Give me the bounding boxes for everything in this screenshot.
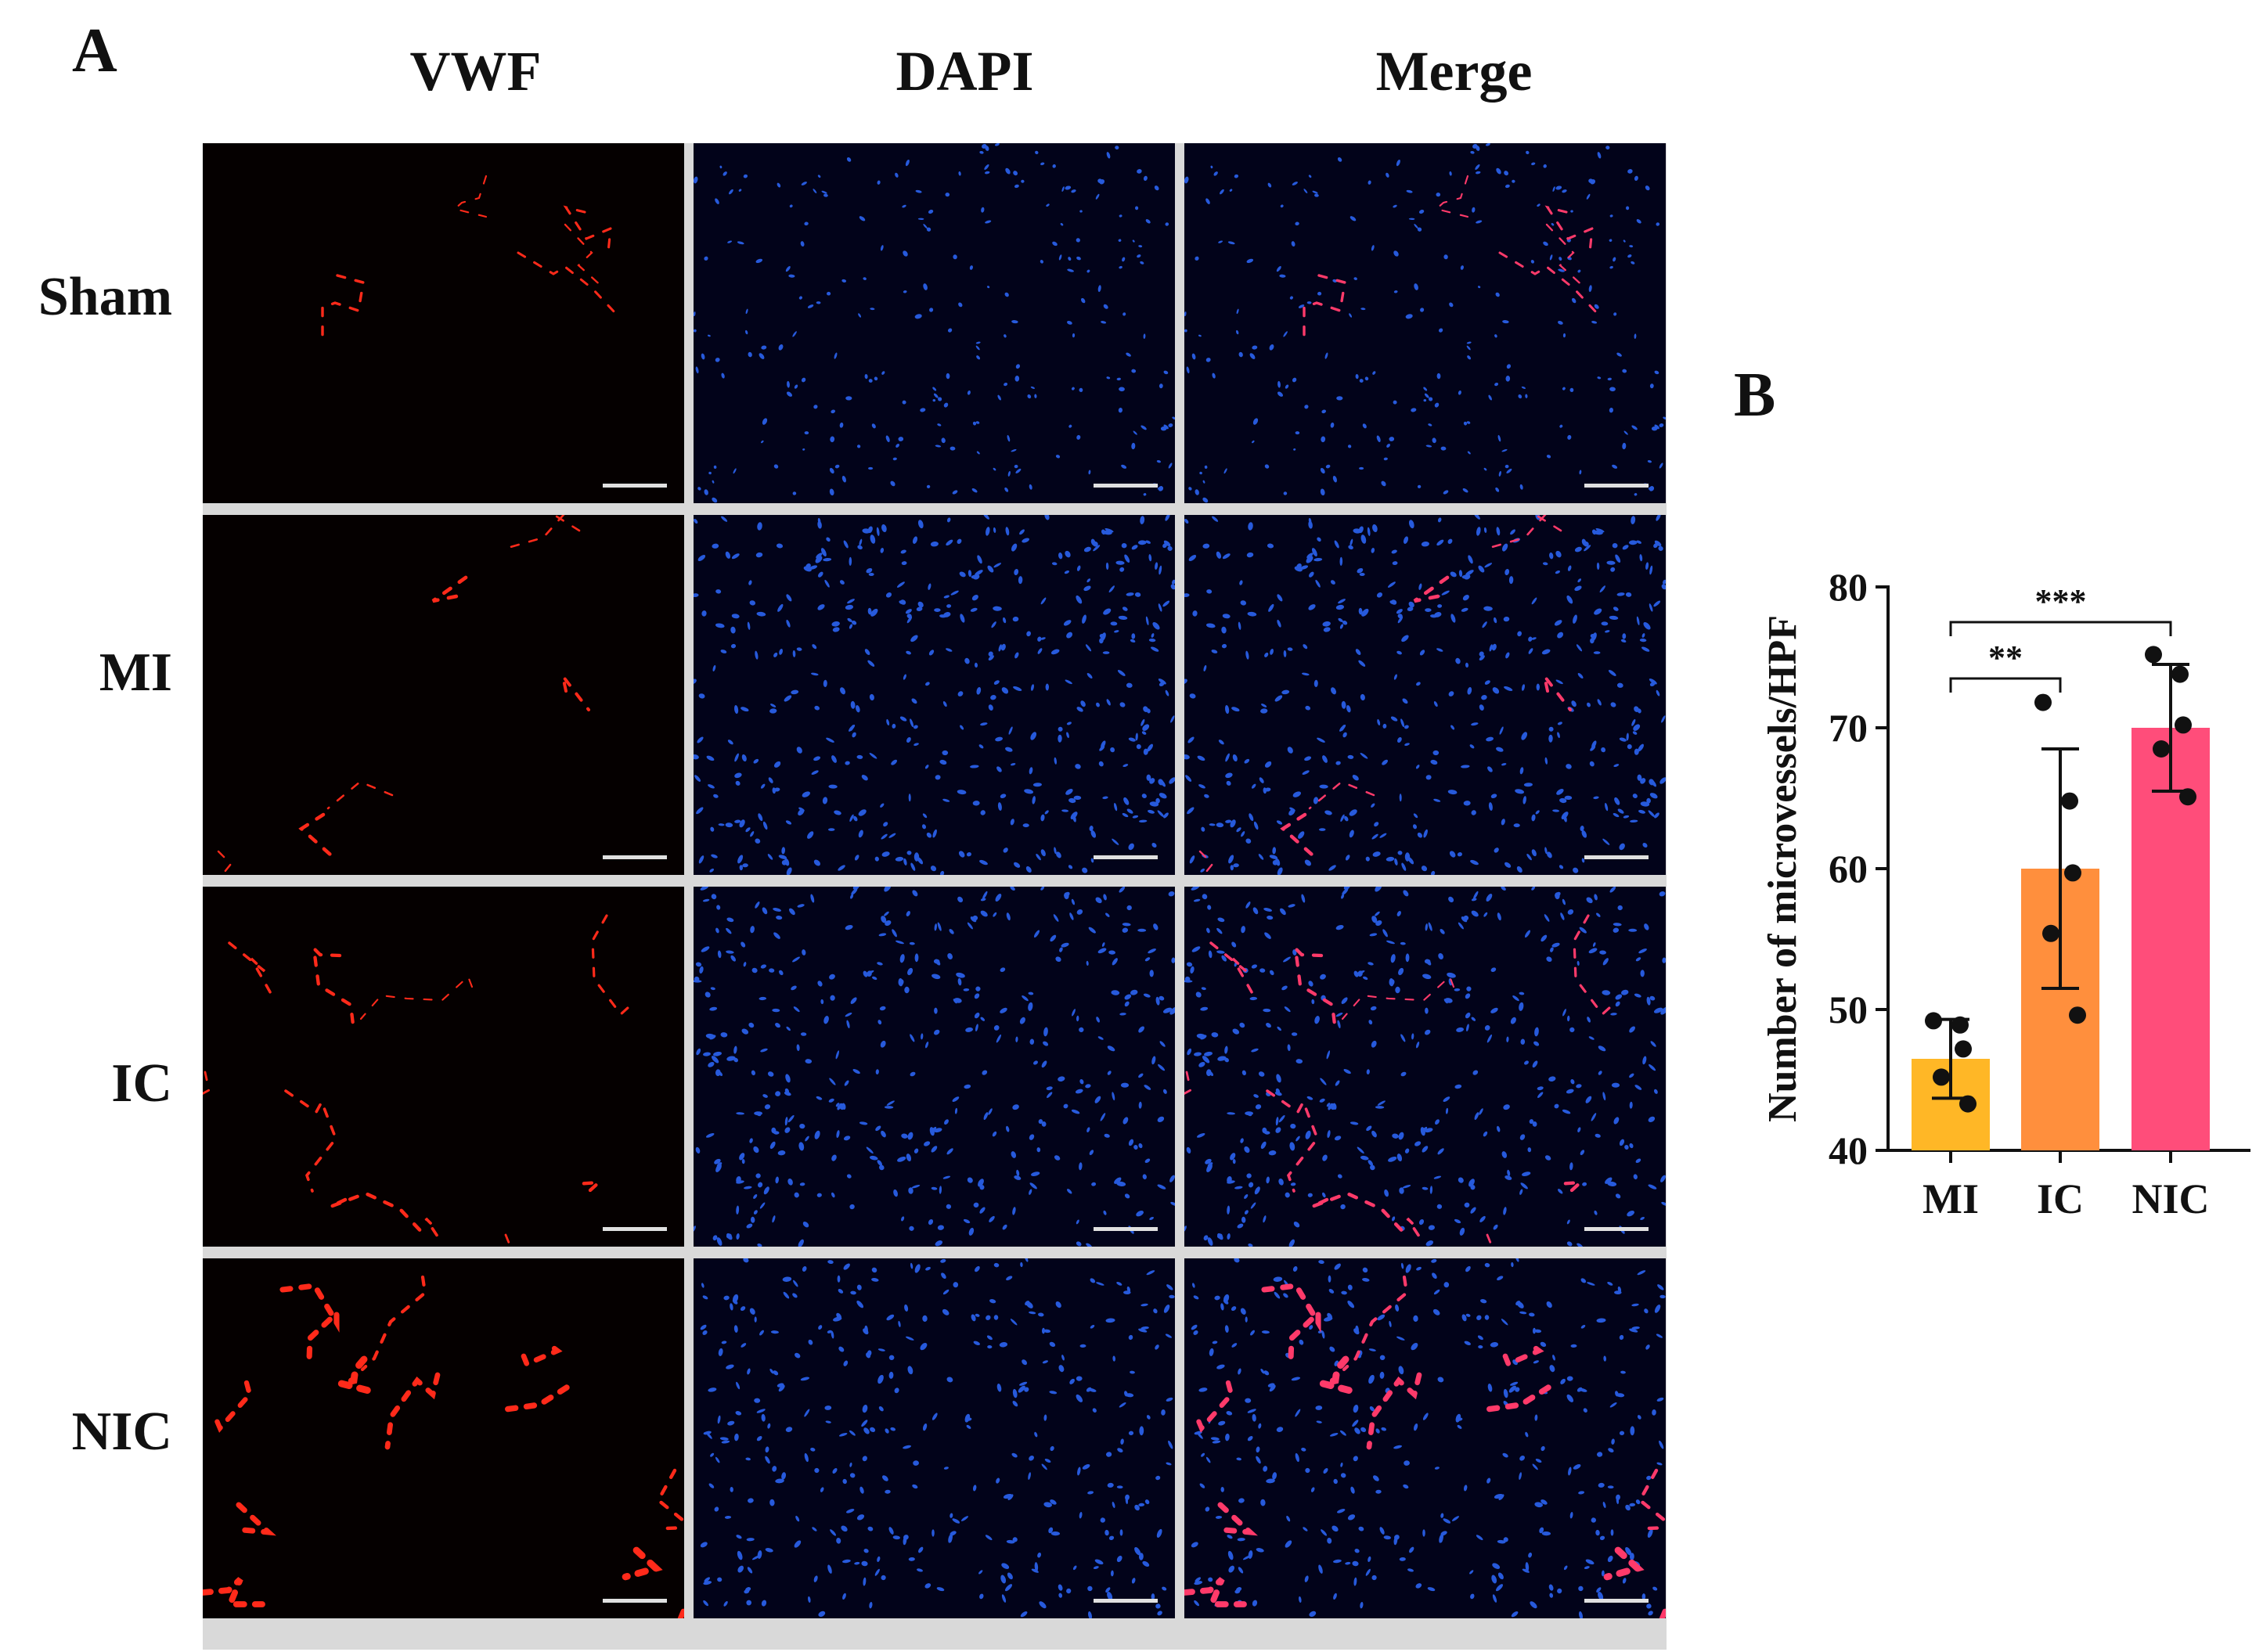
micrograph-sham-vwf — [203, 143, 684, 503]
data-point-ic — [2034, 693, 2052, 711]
row-label-mi: MI — [99, 642, 172, 703]
data-point-mi — [1933, 1068, 1950, 1086]
data-point-ic — [2042, 924, 2059, 942]
scale-bar — [1094, 1227, 1158, 1231]
significance-label-1: *** — [2035, 582, 2087, 621]
data-point-nic — [2171, 665, 2189, 683]
scale-bar — [1094, 484, 1158, 488]
micrograph-ic-vwf — [203, 887, 684, 1247]
data-point-nic — [2153, 740, 2170, 758]
y-tick-label: 60 — [1829, 847, 1868, 891]
x-tick-label-mi: MI — [1922, 1175, 1979, 1222]
significance-bracket-1 — [1949, 621, 2172, 636]
micrograph-mi-merge — [1184, 515, 1666, 875]
scale-bar — [1584, 484, 1649, 488]
y-tick-label: 40 — [1829, 1128, 1868, 1172]
scale-bar — [1584, 1599, 1649, 1603]
data-point-nic — [2175, 716, 2192, 734]
data-point-ic — [2061, 792, 2078, 810]
panel-a-label: A — [72, 16, 117, 85]
column-title-dapi: DAPI — [895, 40, 1034, 103]
panel-b-label: B — [1734, 361, 1776, 430]
scale-bar — [603, 1227, 667, 1231]
y-tick-label: 50 — [1829, 988, 1868, 1031]
data-point-mi — [1955, 1040, 1972, 1058]
micrograph-grid — [203, 143, 1667, 1650]
micrograph-nic-merge — [1184, 1258, 1666, 1618]
micrograph-mi-vwf — [203, 515, 684, 875]
row-label-sham: Sham — [38, 267, 172, 327]
x-tick-label-nic: NIC — [2131, 1175, 2209, 1222]
micrograph-mi-dapi — [694, 515, 1175, 875]
column-title-merge: Merge — [1375, 40, 1533, 103]
micrograph-nic-dapi — [694, 1258, 1175, 1618]
data-point-mi — [1951, 1016, 1969, 1034]
significance-bracket-0 — [1949, 677, 2062, 693]
scale-bar — [603, 855, 667, 859]
bar-nic — [2131, 728, 2210, 1150]
row-label-ic: IC — [111, 1053, 172, 1114]
y-tick-label: 70 — [1829, 706, 1868, 750]
micrograph-sham-merge — [1184, 143, 1666, 503]
micrograph-sham-dapi — [694, 143, 1175, 503]
scale-bar — [1094, 1599, 1158, 1603]
data-point-mi — [1925, 1012, 1942, 1030]
column-title-vwf: VWF — [409, 40, 542, 103]
scale-bar — [1094, 855, 1158, 859]
scale-bar — [603, 484, 667, 488]
significance-label-0: ** — [1988, 639, 2023, 677]
micrograph-ic-merge — [1184, 887, 1666, 1247]
x-tick-label-ic: IC — [2037, 1175, 2084, 1222]
scale-bar — [1584, 855, 1649, 859]
data-point-mi — [1959, 1095, 1977, 1113]
micrograph-nic-vwf — [203, 1258, 684, 1618]
data-point-ic — [2069, 1006, 2086, 1024]
data-point-ic — [2064, 864, 2081, 882]
microvessel-bar-chart: 40 50 60 70 80 Number of microvessels/HPF MI IC… — [1760, 565, 2250, 1222]
y-tick-label: 80 — [1829, 565, 1868, 609]
row-label-nic: NIC — [71, 1402, 172, 1462]
micrograph-ic-dapi — [694, 887, 1175, 1247]
y-axis-label: Number of microvessels/HPF — [1760, 615, 1805, 1122]
data-point-nic — [2179, 788, 2196, 806]
scale-bar — [1584, 1227, 1649, 1231]
data-point-nic — [2145, 646, 2162, 664]
scale-bar — [603, 1599, 667, 1603]
